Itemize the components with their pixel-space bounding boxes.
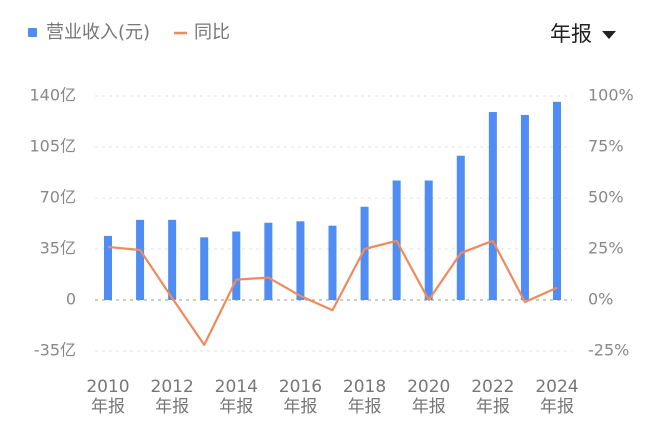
bar [360, 206, 369, 300]
bar [104, 235, 112, 300]
y2-tick-label: 100% [588, 86, 634, 105]
x-tick-label: 2012年报 [150, 377, 194, 417]
dropdown-arrow[interactable] [602, 31, 616, 39]
x-tick-label: 2022年报 [471, 377, 515, 417]
bar [520, 114, 529, 300]
x-tick-label: 2016年报 [278, 377, 323, 417]
y2-tick-label: 0% [588, 290, 613, 309]
y-tick-label: 0 [66, 290, 76, 309]
y-tick-label: -35亿 [34, 341, 76, 360]
period-label[interactable]: 年报 [550, 22, 592, 46]
bar [553, 101, 561, 300]
bar [168, 219, 177, 300]
y-tick-label: 35亿 [40, 239, 76, 258]
y2-tick-label: 75% [588, 137, 624, 156]
bar [456, 155, 465, 300]
y-tick-label: 70亿 [40, 188, 76, 207]
x-tick-label: 2020年报 [407, 377, 451, 417]
y2-tick-label: -25% [588, 341, 629, 360]
bar [296, 221, 305, 300]
bar [264, 222, 273, 300]
x-tick-label: 2010年报 [86, 377, 130, 417]
bar [200, 237, 209, 300]
line [107, 239, 558, 346]
bar [328, 225, 337, 300]
legend-swatch [28, 28, 37, 37]
legend-label: 同比 [194, 22, 230, 43]
y-tick-label: 105亿 [29, 137, 76, 156]
x-tick-label: 2024年报 [535, 377, 579, 417]
bar [136, 219, 145, 300]
x-tick-label: 2018年报 [342, 377, 387, 417]
bar [488, 112, 497, 301]
bar [424, 180, 433, 300]
bar [232, 231, 241, 300]
period-selector[interactable]: 年报 [550, 18, 616, 48]
y2-tick-label: 25% [588, 239, 624, 258]
x-tick-label: 2014年报 [214, 377, 258, 417]
y-tick-label: 140亿 [29, 86, 76, 105]
y2-tick-label: 50% [588, 188, 624, 207]
legend-label: 营业收入(元) [46, 22, 150, 43]
